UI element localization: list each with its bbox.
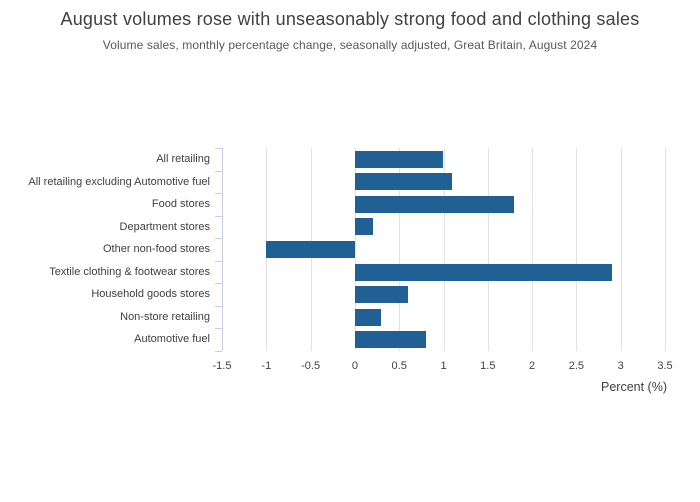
x-tick-label: 1 [440, 360, 447, 372]
bar-food-stores[interactable] [354, 195, 515, 213]
x-tick-label: 2 [529, 360, 536, 372]
bar-other-non-food-stores[interactable] [266, 241, 355, 258]
bar-all-retailing[interactable] [354, 150, 444, 168]
category-label-all-retailing-excluding-automotive-fuel: All retailing excluding Automotive fuel [28, 175, 210, 188]
x-tick-label: -1.5 [212, 360, 232, 372]
chart-title: August volumes rose with unseasonably st… [60, 9, 640, 29]
category-label-non-store-retailing: Non-store retailing [120, 310, 210, 323]
y-axis-tick [215, 351, 222, 352]
y-axis-tick [215, 283, 222, 284]
gridline [487, 148, 489, 351]
x-tick-label: -0.5 [301, 360, 321, 372]
y-axis-tick [215, 328, 222, 329]
bar-non-store-retailing[interactable] [354, 308, 382, 326]
bar-department-stores[interactable] [354, 218, 373, 236]
y-axis-line [222, 148, 223, 351]
category-label-household-goods-stores: Household goods stores [91, 288, 210, 301]
gridline [576, 148, 578, 351]
gridline [620, 148, 622, 351]
category-label-textile-clothing-footwear-stores: Textile clothing & footwear stores [49, 265, 210, 278]
chart-subtitle: Volume sales, monthly percentage change,… [102, 38, 598, 52]
x-tick-label: 3.5 [657, 360, 673, 372]
gridline [532, 148, 534, 351]
gridline [665, 148, 666, 351]
x-tick-label: 2.5 [568, 360, 585, 372]
gridline [354, 148, 356, 351]
category-label-automotive-fuel: Automotive fuel [134, 333, 210, 346]
x-tick-label: -1 [261, 360, 272, 372]
gridline [443, 148, 445, 351]
category-label-food-stores: Food stores [151, 198, 210, 211]
category-label-department-stores: Department stores [119, 220, 210, 233]
x-tick-label: 1.5 [480, 360, 496, 372]
x-tick-label: 0 [351, 360, 358, 372]
y-axis-tick [215, 261, 222, 262]
bar-all-retailing-excluding-automotive-fuel[interactable] [354, 173, 453, 191]
y-axis-tick [215, 171, 222, 172]
bar-automotive-fuel[interactable] [354, 331, 426, 349]
category-label-other-non-food-stores: Other non-food stores [102, 243, 210, 256]
y-axis-tick [215, 193, 222, 194]
bar-textile-clothing-footwear-stores[interactable] [354, 263, 612, 281]
y-axis-tick [215, 238, 222, 239]
y-axis-tick [215, 306, 222, 307]
x-tick-label: 3 [617, 360, 624, 372]
bar-household-goods-stores[interactable] [354, 286, 409, 304]
y-axis-tick [215, 148, 222, 149]
plot-area [215, 148, 666, 352]
y-axis-category-labels: All retailing All retailing excluding Aut… [0, 148, 210, 351]
x-axis-tick-labels: -1.5 -1 -0.5 0 0.5 1 1.5 2 2.5 3 3.5 [213, 359, 673, 375]
y-axis-tick [215, 216, 222, 217]
category-label-all-retailing: All retailing [156, 153, 210, 165]
x-axis-title: Percent (%) [601, 380, 667, 394]
gridline [399, 148, 401, 351]
x-tick-label: 0.5 [391, 360, 407, 372]
